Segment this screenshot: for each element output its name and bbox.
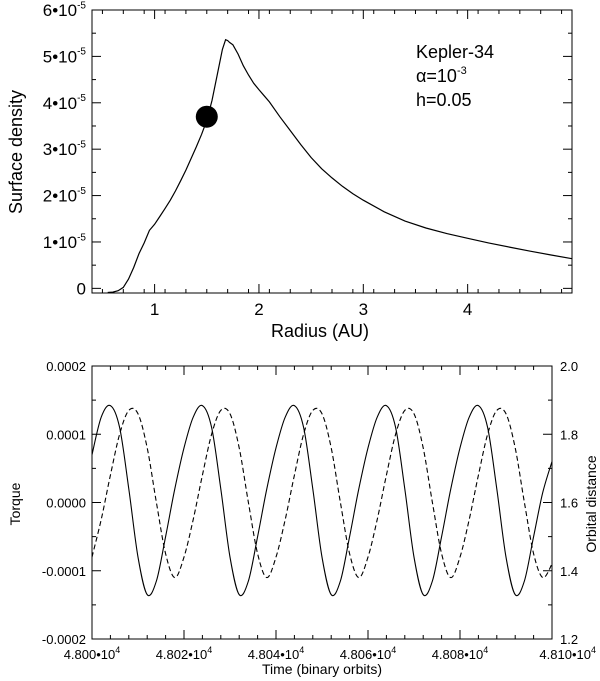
top-x-tick-label: 4 (463, 300, 472, 319)
top-y-tick-label: 4•10-5 (43, 93, 87, 113)
bottom-y2-tick-label: 1.8 (560, 427, 578, 442)
legend-annotation: Kepler-34 α=10-3 h=0.05 (416, 42, 494, 110)
bottom-y2-tick-label: 1.6 (560, 496, 578, 511)
top-y-tick-label: 0 (77, 279, 86, 298)
bottom-x-tick-label-times-ten: •10 (464, 647, 483, 662)
bottom-x-tick-label: 4.800•104 (64, 645, 121, 662)
annotation-system: Kepler-34 (416, 42, 494, 62)
bottom-x-tick-label-mantissa: 4.800 (64, 647, 97, 662)
bottom-x-tick-label-exponent: 4 (115, 645, 120, 655)
annotation-alpha: α=10-3 (416, 65, 467, 86)
top-y-tick-label-mantissa: 3 (43, 140, 52, 159)
top-y-tick-label-times-ten: •10 (52, 1, 77, 20)
top-y-tick-label: 6•10-5 (43, 0, 87, 20)
top-y-axis-label: Surface density (6, 90, 26, 214)
top-y-tick-label: 3•10-5 (43, 140, 87, 160)
surface-density-curve (107, 38, 573, 294)
top-y-tick-label-mantissa: 6 (43, 1, 52, 20)
top-y-tick-label-mantissa: 4 (43, 94, 52, 113)
top-y-tick-label-mantissa: 2 (43, 187, 52, 206)
bottom-x-tick-label-exponent: 4 (299, 645, 304, 655)
bottom-x-tick-label: 4.802•104 (156, 645, 213, 662)
bottom-x-tick-label-times-ten: •10 (280, 647, 299, 662)
bottom-y-tick-label: 0.0000 (46, 496, 86, 511)
top-x-axis-label: Radius (AU) (271, 321, 369, 341)
top-y-tick-label-exponent: -5 (77, 186, 86, 197)
bottom-x-tick-label: 4.808•104 (432, 645, 489, 662)
torque-plot: 4.800•104 4.802•104 4.804•104 4.806•104 4.80… (7, 359, 599, 677)
top-plot-tick-labels: 1 2 3 401•10-52•10-53•10-54•10-55•10-56•10-… (43, 0, 473, 319)
top-y-tick-label-exponent: -5 (77, 140, 86, 151)
bottom-x-tick-label-times-ten: •10 (188, 647, 207, 662)
bottom-left-y-axis-label: Torque (7, 482, 23, 525)
bottom-y-tick-label: 0.0002 (46, 359, 86, 374)
top-y-tick-label-mantissa: 1 (43, 233, 52, 252)
bottom-x-tick-label-mantissa: 4.804 (248, 647, 281, 662)
bottom-x-tick-label-mantissa: 4.810 (539, 647, 572, 662)
orbital-distance-curve (91, 407, 553, 579)
top-y-tick-label-times-ten: •10 (52, 233, 77, 252)
top-x-tick-label: 1 (150, 300, 159, 319)
bottom-x-tick-label-mantissa: 4.802 (156, 647, 189, 662)
annotation-alpha-exp: -3 (457, 65, 467, 77)
top-plot-ticks (92, 9, 572, 293)
bottom-plot-tick-labels: 4.800•104 4.802•104 4.804•104 4.806•104 4.80… (42, 359, 596, 662)
bottom-plot-ticks (91, 365, 553, 640)
top-y-tick-label-times-ten: •10 (52, 94, 77, 113)
bottom-x-tick-label: 4.804•104 (248, 645, 305, 662)
bottom-x-tick-label-mantissa: 4.808 (432, 647, 465, 662)
bottom-y2-tick-label: 2.0 (560, 359, 578, 374)
top-x-tick-label: 2 (254, 300, 263, 319)
bottom-x-tick-label: 4.810•104 (539, 645, 596, 662)
top-y-tick-label-exponent: -5 (77, 232, 86, 243)
top-y-tick-label-exponent: -5 (77, 93, 86, 104)
top-x-tick-label: 3 (359, 300, 368, 319)
top-y-tick-label-times-ten: •10 (52, 47, 77, 66)
top-y-tick-label-mantissa: 5 (43, 47, 52, 66)
torque-curve (91, 404, 553, 597)
annotation-alpha-base: α=10 (416, 66, 457, 86)
top-y-tick-label: 5•10-5 (43, 47, 87, 67)
bottom-y-tick-label: -0.0001 (42, 564, 86, 579)
planet-marker (195, 105, 218, 128)
top-y-tick-label-times-ten: •10 (52, 187, 77, 206)
bottom-plot-frame (91, 365, 553, 640)
bottom-y2-tick-label: 1.2 (560, 632, 578, 647)
bottom-y-tick-label: -0.0002 (42, 632, 86, 647)
top-y-tick-label-exponent: -5 (77, 47, 86, 58)
annotation-aspect-ratio: h=0.05 (416, 90, 472, 110)
bottom-y2-tick-label: 1.4 (560, 564, 578, 579)
bottom-x-tick-label-exponent: 4 (483, 645, 488, 655)
bottom-x-tick-label-times-ten: •10 (96, 647, 115, 662)
bottom-x-axis-label: Time (binary orbits) (262, 661, 382, 677)
surface-density-plot: 1 2 3 401•10-52•10-53•10-54•10-55•10-56•10-… (6, 0, 573, 341)
bottom-x-tick-label-times-ten: •10 (372, 647, 391, 662)
top-y-tick-label: 2•10-5 (43, 186, 87, 206)
bottom-x-tick-label-exponent: 4 (207, 645, 212, 655)
bottom-x-tick-label: 4.806•104 (340, 645, 397, 662)
bottom-right-y-axis-label: Orbital distance (583, 455, 599, 552)
top-y-tick-label-exponent: -5 (77, 0, 86, 11)
top-y-tick-label: 1•10-5 (43, 232, 87, 252)
bottom-x-tick-label-mantissa: 4.806 (340, 647, 373, 662)
top-y-tick-label-times-ten: •10 (52, 140, 77, 159)
bottom-x-tick-label-times-ten: •10 (572, 647, 591, 662)
bottom-x-tick-label-exponent: 4 (591, 645, 596, 655)
top-plot-frame (91, 9, 573, 294)
bottom-y-tick-label: 0.0001 (46, 427, 86, 442)
bottom-x-tick-label-exponent: 4 (391, 645, 396, 655)
